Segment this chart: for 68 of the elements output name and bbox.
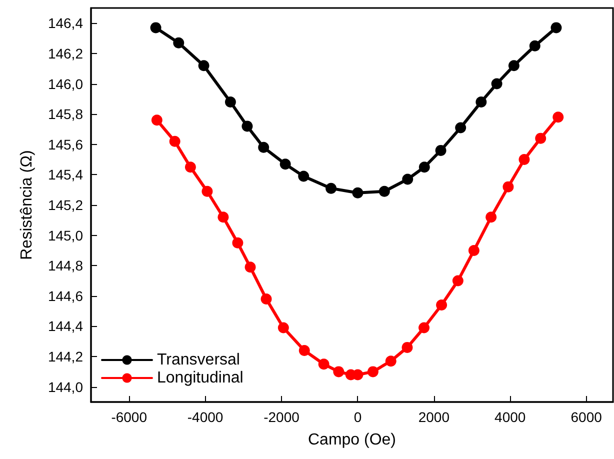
point bbox=[218, 212, 229, 223]
point bbox=[476, 96, 487, 108]
y-tick-label: 145,0 bbox=[48, 227, 84, 244]
point bbox=[258, 142, 270, 153]
point bbox=[326, 182, 337, 194]
point bbox=[486, 212, 497, 223]
point bbox=[352, 187, 364, 198]
point bbox=[198, 60, 210, 72]
x-tick-label: -4000 bbox=[187, 409, 224, 425]
legend-label: Transversal bbox=[157, 352, 240, 368]
point bbox=[468, 244, 480, 256]
y-tick-label: 144,6 bbox=[48, 288, 84, 304]
point bbox=[224, 96, 236, 108]
x-tick-label: 2000 bbox=[418, 409, 450, 425]
point bbox=[242, 120, 253, 132]
y-tick-label: 144,2 bbox=[48, 348, 84, 365]
point bbox=[318, 358, 330, 370]
point bbox=[508, 60, 520, 72]
point bbox=[452, 275, 464, 286]
y-tick-label: 145,8 bbox=[48, 106, 84, 122]
point bbox=[552, 112, 564, 123]
y-tick-label: 146,0 bbox=[48, 76, 84, 92]
y-tick-label: 144,8 bbox=[48, 258, 84, 274]
point bbox=[184, 162, 196, 173]
x-tick-label: -2000 bbox=[264, 409, 300, 425]
point bbox=[435, 144, 446, 156]
point bbox=[385, 356, 396, 367]
point bbox=[367, 366, 378, 378]
y-tick-label: 144,0 bbox=[48, 378, 84, 395]
point bbox=[418, 162, 430, 173]
x-tick-label: 4000 bbox=[494, 409, 526, 425]
x-axis-title: Campo (Oe) bbox=[308, 432, 396, 448]
point bbox=[244, 262, 256, 273]
point bbox=[202, 186, 213, 197]
point bbox=[402, 342, 413, 353]
x-tick-label: 6000 bbox=[570, 409, 602, 425]
point bbox=[518, 154, 530, 166]
point bbox=[169, 136, 180, 147]
point bbox=[151, 114, 162, 126]
y-tick-label: 144,4 bbox=[48, 318, 84, 334]
y-tick-label: 145,4 bbox=[48, 166, 84, 183]
point bbox=[418, 322, 430, 334]
point bbox=[280, 158, 291, 170]
legend-label: Longitudinal bbox=[157, 370, 244, 386]
point bbox=[260, 293, 272, 304]
point bbox=[535, 132, 546, 144]
point bbox=[378, 186, 390, 197]
point bbox=[173, 37, 184, 48]
point bbox=[550, 22, 562, 34]
point bbox=[491, 78, 502, 90]
point bbox=[502, 181, 514, 192]
point bbox=[232, 237, 244, 248]
point bbox=[402, 174, 414, 185]
point bbox=[529, 40, 540, 52]
x-tick-label: -6000 bbox=[111, 409, 148, 425]
point bbox=[333, 366, 344, 378]
y-tick-label: 145,2 bbox=[48, 197, 84, 213]
y-axis-title: Resistência (Ω) bbox=[18, 150, 36, 260]
point bbox=[150, 22, 162, 34]
point bbox=[436, 300, 448, 311]
point bbox=[298, 344, 310, 356]
x-tick-label: 0 bbox=[354, 409, 362, 425]
y-tick-label: 146,2 bbox=[48, 45, 84, 62]
point bbox=[278, 322, 289, 334]
point bbox=[455, 122, 466, 134]
y-tick-label: 145,6 bbox=[48, 136, 84, 152]
y-tick-label: 146,4 bbox=[48, 15, 84, 32]
point bbox=[298, 170, 310, 182]
